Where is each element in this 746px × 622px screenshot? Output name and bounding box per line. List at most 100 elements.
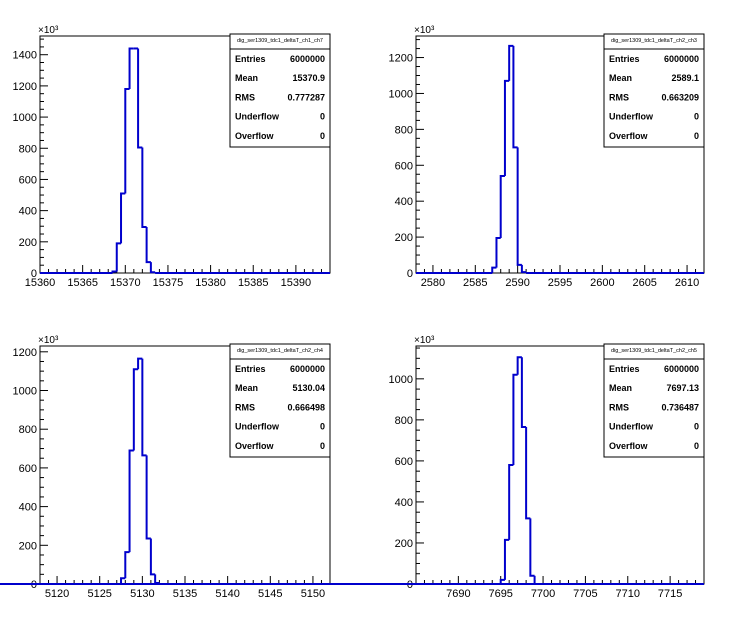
histogram-bin (503, 79, 510, 177)
x-tick-label: 5140 (215, 588, 239, 600)
histogram-bin (124, 551, 130, 579)
stats-value-overflow: 0 (320, 131, 325, 141)
y-tick-label: 0 (407, 268, 413, 280)
y-tick-label: 1400 (13, 50, 37, 62)
stats-label-underflow: Underflow (609, 422, 654, 432)
histogram-bin (499, 175, 505, 238)
stats-value-overflow: 0 (694, 441, 699, 451)
stats-box-frame (603, 343, 705, 458)
x-tick-label: 5130 (130, 588, 154, 600)
y-tick-label: 1200 (13, 81, 37, 93)
histogram-panel-2: 2580 2585 2590 2595 2600 2605 2610 0 200 400 600 80… (389, 25, 705, 289)
y-tick-label: 1200 (389, 53, 413, 65)
stats-value-rms: 0.666498 (287, 402, 325, 412)
y-tick-label: 600 (19, 463, 37, 475)
histogram-bin (132, 368, 139, 451)
histogram-bin (512, 45, 518, 149)
x-tick-label: 15370 (110, 277, 141, 289)
stats-value-rms: 0.777287 (287, 92, 325, 102)
stats-label-mean: Mean (235, 73, 258, 83)
y-tick-label: 1000 (389, 374, 413, 386)
x-tick-label: 7690 (446, 588, 470, 600)
y-tick-label: 600 (395, 160, 413, 172)
y-tick-label: 1200 (13, 347, 37, 359)
y-exponent-label: ×10³ (414, 335, 435, 346)
y-tick-label: 800 (19, 424, 37, 436)
histogram-panel-3: 5120 5125 5130 5135 5140 5145 5150 0 200 400 600 80… (13, 335, 331, 600)
x-tick-label: 15365 (67, 277, 98, 289)
x-tick-label: 5150 (301, 588, 325, 600)
y-tick-label: 1000 (389, 88, 413, 100)
x-tick-label: 2610 (675, 277, 699, 289)
stats-title: dig_ser1309_tdc1_deltaT_ch2_ch3 (611, 38, 697, 44)
stats-label-underflow: Underflow (235, 112, 280, 122)
stats-value-rms: 0.736487 (661, 402, 699, 412)
stats-label-entries: Entries (235, 54, 266, 64)
stats-label-entries: Entries (609, 364, 640, 374)
x-tick-label: 15380 (195, 277, 226, 289)
histogram-bin (520, 357, 527, 429)
stats-box: dig_ser1309_tdc1_deltaT_ch2_ch4 Entries 60… (229, 343, 331, 458)
histogram-bin (525, 427, 531, 520)
x-tick-label: 15385 (238, 277, 269, 289)
x-tick-label: 15375 (153, 277, 184, 289)
stats-label-mean: Mean (609, 383, 632, 393)
x-tick-label: 2590 (505, 277, 529, 289)
stats-box: dig_ser1309_tdc1_deltaT_ch2_ch5 Entries 60… (603, 343, 705, 458)
stats-value-overflow: 0 (320, 441, 325, 451)
x-tick-label: 7705 (573, 588, 597, 600)
histogram-bin (512, 373, 518, 465)
histogram-bin (508, 44, 514, 81)
stats-label-overflow: Overflow (609, 131, 649, 141)
histogram-bin (128, 449, 134, 553)
histogram-bin (141, 358, 147, 457)
y-tick-label: 400 (19, 206, 37, 218)
x-tick-label: 7710 (616, 588, 640, 600)
x-tick-label: 15390 (281, 277, 312, 289)
x-tick-label: 5135 (173, 588, 197, 600)
x-tick-label: 2580 (421, 277, 445, 289)
stats-label-overflow: Overflow (235, 441, 275, 451)
stats-label-entries: Entries (609, 54, 640, 64)
histogram-bin (495, 236, 501, 268)
stats-box-frame (229, 33, 331, 148)
y-tick-label: 1000 (13, 386, 37, 398)
stats-label-underflow: Underflow (235, 422, 280, 432)
stats-title: dig_ser1309_tdc1_deltaT_ch2_ch4 (237, 348, 323, 354)
stats-label-overflow: Overflow (609, 441, 649, 451)
stats-label-rms: RMS (609, 92, 629, 102)
x-tick-label: 7700 (531, 588, 555, 600)
histogram-bin (499, 578, 505, 584)
x-tick-label: 7695 (488, 588, 512, 600)
x-tick-label: 15360 (25, 277, 56, 289)
y-tick-label: 400 (395, 196, 413, 208)
stats-value-mean: 7697.13 (666, 383, 699, 393)
x-tick-label: 5145 (258, 588, 282, 600)
stats-value-underflow: 0 (694, 112, 699, 122)
histogram-panel-1: 15360 15365 15370 15375 15380 15385 15390 0 200 4… (13, 25, 331, 289)
stats-label-mean: Mean (609, 73, 632, 83)
stats-box-frame (229, 343, 331, 458)
histogram-bin (149, 538, 156, 576)
stats-title: dig_ser1309_tdc1_deltaT_ch2_ch5 (611, 348, 697, 354)
histogram-bin (529, 518, 535, 577)
stats-label-rms: RMS (609, 402, 629, 412)
x-tick-label: 5120 (45, 588, 69, 600)
stats-label-rms: RMS (235, 402, 255, 412)
stats-value-mean: 2589.1 (671, 73, 699, 83)
x-tick-label: 5125 (87, 588, 111, 600)
histogram-bin (141, 147, 147, 229)
histogram-bin (491, 266, 497, 273)
stats-box: dig_ser1309_tdc1_deltaT_ch1_ch7 Entries 60… (229, 33, 331, 148)
y-tick-label: 800 (19, 143, 37, 155)
stats-value-entries: 6000000 (290, 364, 325, 374)
stats-title: dig_ser1309_tdc1_deltaT_ch1_ch7 (237, 38, 323, 44)
histogram-bin (503, 538, 510, 580)
stats-value-rms: 0.663209 (661, 92, 699, 102)
histogram-bin (145, 455, 151, 540)
stats-label-overflow: Overflow (235, 131, 275, 141)
y-exponent-label: ×10³ (414, 25, 435, 36)
histogram-bin (154, 574, 160, 585)
x-tick-label: 2585 (463, 277, 487, 289)
